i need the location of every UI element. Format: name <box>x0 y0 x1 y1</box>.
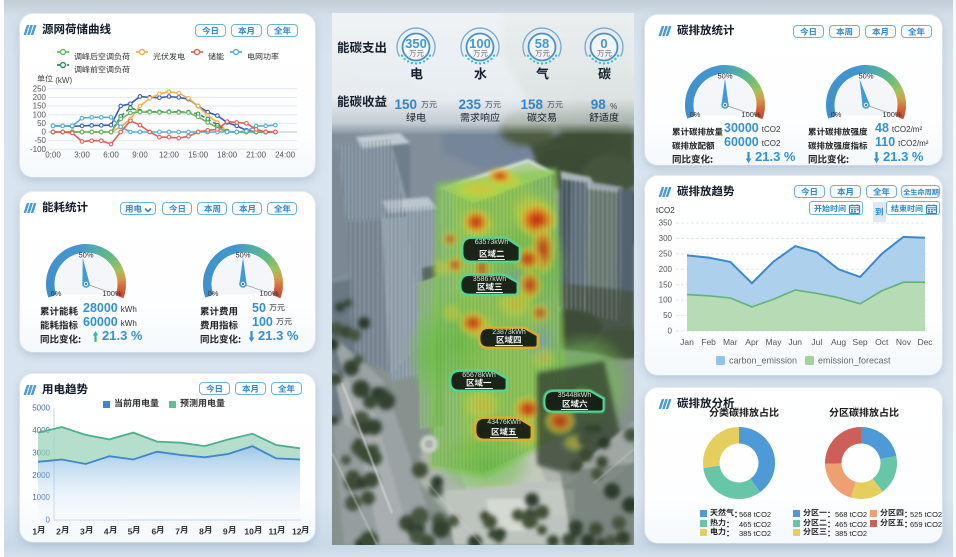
svg-text:100%: 100% <box>882 110 902 119</box>
svg-text:carbon_emission: carbon_emission <box>729 356 797 366</box>
svg-text:0:00: 0:00 <box>45 151 61 160</box>
svg-text:3:00: 3:00 <box>74 151 90 160</box>
svg-text:0%: 0% <box>51 289 62 298</box>
svg-text:Aug: Aug <box>831 337 846 347</box>
svg-text:May: May <box>765 337 782 347</box>
svg-text:15:00: 15:00 <box>188 151 209 160</box>
svg-text:100: 100 <box>659 296 673 305</box>
svg-text:Mar: Mar <box>723 337 738 347</box>
svg-text:Apr: Apr <box>745 337 758 347</box>
svg-text:100: 100 <box>33 110 47 119</box>
svg-text:100%: 100% <box>102 289 122 298</box>
svg-text:Feb: Feb <box>701 337 716 347</box>
svg-text:12:00: 12:00 <box>159 151 180 160</box>
svg-text:5000: 5000 <box>32 404 50 413</box>
svg-text:Dec: Dec <box>917 337 933 347</box>
svg-text:100%: 100% <box>259 289 279 298</box>
svg-text:-50: -50 <box>34 136 46 145</box>
svg-text:50: 50 <box>663 311 672 320</box>
svg-text:250: 250 <box>33 84 47 93</box>
svg-text:200: 200 <box>659 265 673 274</box>
svg-text:50%: 50% <box>858 72 873 81</box>
svg-text:150: 150 <box>659 280 673 289</box>
svg-text:250: 250 <box>659 250 673 259</box>
svg-text:Oct: Oct <box>875 337 889 347</box>
svg-text:Jul: Jul <box>811 337 822 347</box>
svg-text:300: 300 <box>659 234 673 243</box>
svg-text:24:00: 24:00 <box>275 151 296 160</box>
svg-text:350: 350 <box>659 219 673 228</box>
svg-text:6:00: 6:00 <box>103 151 119 160</box>
svg-text:Jan: Jan <box>680 337 694 347</box>
svg-text:Jun: Jun <box>788 337 802 347</box>
svg-text:emission_forecast: emission_forecast <box>818 356 891 366</box>
svg-text:50%: 50% <box>235 251 250 260</box>
svg-text:0: 0 <box>46 516 51 525</box>
svg-text:200: 200 <box>33 93 47 102</box>
svg-text:50%: 50% <box>78 251 93 260</box>
svg-text:50: 50 <box>37 119 46 128</box>
svg-text:0%: 0% <box>208 289 219 298</box>
svg-text:0%: 0% <box>690 110 701 119</box>
svg-text:Nov: Nov <box>896 337 912 347</box>
svg-text:100%: 100% <box>741 110 761 119</box>
svg-text:-100: -100 <box>30 145 47 154</box>
svg-text:0: 0 <box>668 327 673 336</box>
svg-text:21:00: 21:00 <box>246 151 267 160</box>
svg-text:50%: 50% <box>717 72 732 81</box>
svg-text:Sep: Sep <box>853 337 868 347</box>
svg-text:18:00: 18:00 <box>217 151 238 160</box>
svg-text:0: 0 <box>42 128 47 137</box>
svg-text:0%: 0% <box>831 110 842 119</box>
svg-text:9:00: 9:00 <box>132 151 148 160</box>
svg-text:4000: 4000 <box>32 426 50 435</box>
svg-text:150: 150 <box>33 102 47 111</box>
